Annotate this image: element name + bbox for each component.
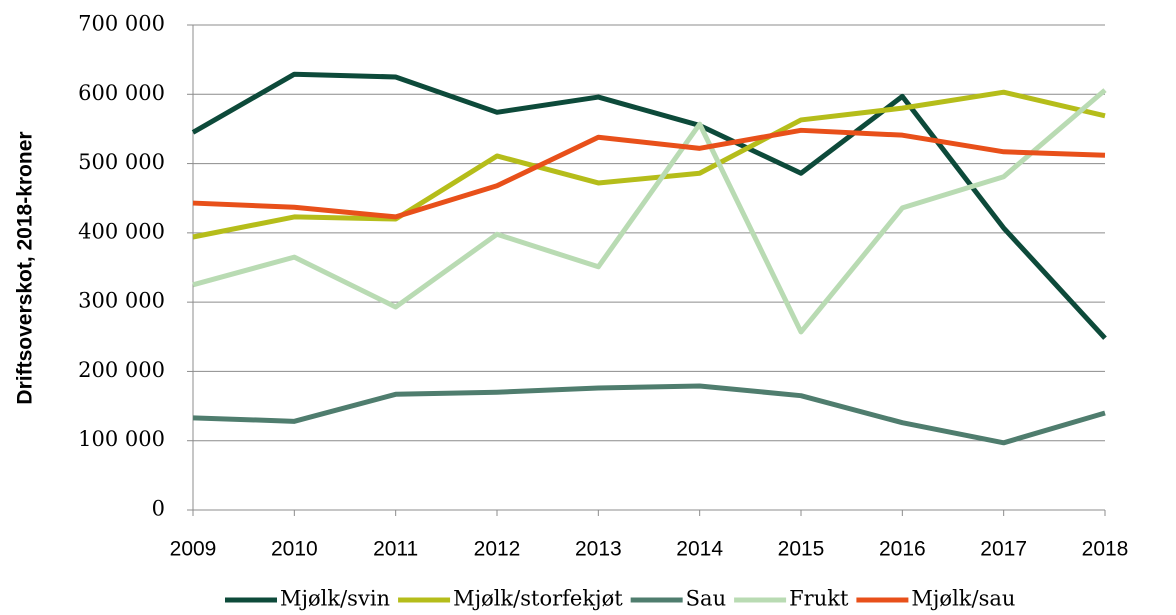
y-tick-label: 700 000	[78, 12, 165, 36]
series-line	[192, 88, 1107, 335]
y-tick-label: 400 000	[78, 219, 165, 243]
series-line	[191, 71, 1107, 340]
x-tick-label: 2018	[1082, 538, 1129, 561]
x-tick-label: 2012	[474, 538, 521, 561]
x-tick-label: 2016	[879, 538, 926, 561]
series-line	[192, 89, 1106, 240]
y-tick-label: 100 000	[78, 427, 165, 451]
x-tick-label: 2010	[271, 538, 318, 561]
x-tick-label: 2009	[170, 538, 217, 561]
series-line	[192, 127, 1106, 220]
legend-label: Frukt	[789, 587, 849, 611]
legend-label: Sau	[686, 587, 726, 611]
legend-label: Mjølk/sau	[911, 587, 1015, 611]
y-tick-label: 200 000	[78, 358, 165, 382]
x-tick-label: 2017	[980, 538, 1027, 561]
y-tick-label: 300 000	[78, 289, 165, 313]
y-tick-label: 0	[152, 497, 165, 521]
legend-label: Mjølk/svin	[280, 587, 390, 611]
y-tick-label: 600 000	[78, 81, 165, 105]
x-tick-label: 2014	[676, 538, 723, 561]
series-line	[192, 383, 1106, 446]
y-tick-label: 500 000	[78, 150, 165, 174]
x-tick-label: 2011	[373, 538, 418, 561]
x-tick-label: 2013	[575, 538, 622, 561]
legend-label: Mjølk/storfekjøt	[453, 587, 623, 611]
y-axis-title: Driftsoverskot, 2018-kroner	[14, 131, 37, 404]
x-tick-label: 2015	[778, 538, 825, 561]
